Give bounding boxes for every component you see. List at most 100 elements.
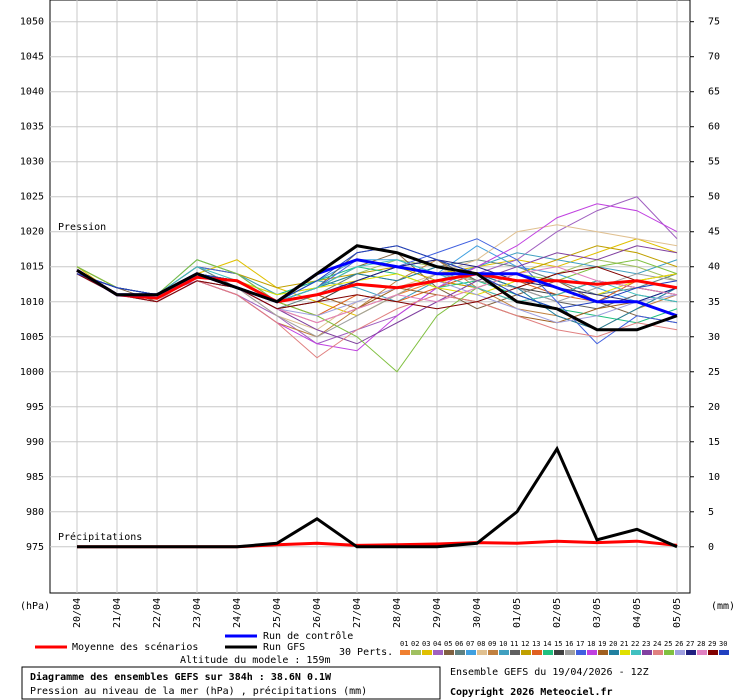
legend-label: 23	[642, 640, 650, 648]
legend-swatch	[466, 650, 476, 655]
legend-swatch	[675, 650, 685, 655]
legend-swatch	[686, 650, 696, 655]
legend-swatch	[565, 650, 575, 655]
legend-swatch	[719, 650, 729, 655]
legend-swatch	[411, 650, 421, 655]
legend-swatch	[499, 650, 509, 655]
chart-title: Diagramme des ensembles GEFS sur 384h : …	[30, 671, 332, 683]
x-tick-label: 22/04	[152, 598, 163, 628]
y-tick-label: 980	[26, 507, 44, 518]
run-info: Ensemble GEFS du 19/04/2026 - 12Z	[450, 667, 649, 678]
y2-tick-label: 35	[708, 297, 720, 308]
y2-label: Précipitations	[58, 531, 142, 543]
legend-swatch	[521, 650, 531, 655]
y2-tick-label: 45	[708, 227, 720, 238]
x-tick-label: 01/05	[512, 598, 523, 628]
x-tick-label: 30/04	[472, 598, 483, 628]
legend-swatch	[587, 650, 597, 655]
legend-label: 07	[466, 640, 474, 648]
y-unit: (hPa)	[20, 601, 50, 612]
legend-swatch	[455, 650, 465, 655]
y-tick-label: 1040	[20, 87, 44, 98]
y2-tick-label: 25	[708, 367, 720, 378]
y-tick-label: 1020	[20, 227, 44, 238]
y2-unit: (mm)	[711, 601, 735, 612]
y-tick-label: 1035	[20, 122, 44, 133]
legend-label: 22	[631, 640, 639, 648]
legend-label: 20	[609, 640, 617, 648]
y2-tick-label: 0	[708, 542, 714, 553]
x-tick-label: 02/05	[552, 598, 563, 628]
legend-swatch	[488, 650, 498, 655]
legend-swatch	[422, 650, 432, 655]
chart-subtitle: Pression au niveau de la mer (hPa) , pré…	[30, 685, 367, 697]
legend-swatch	[554, 650, 564, 655]
legend-label: 17	[576, 640, 584, 648]
x-tick-label: 05/05	[672, 598, 683, 628]
x-tick-label: 27/04	[352, 598, 363, 628]
legend-swatch	[653, 650, 663, 655]
legend-swatch	[697, 650, 707, 655]
y2-tick-label: 50	[708, 192, 720, 203]
legend-swatch	[609, 650, 619, 655]
y-label: Pression	[58, 222, 106, 233]
legend-swatch	[532, 650, 542, 655]
legend-swatch	[576, 650, 586, 655]
legend-swatch	[400, 650, 410, 655]
pressure-line	[76, 268, 678, 304]
legend-label: 21	[620, 640, 628, 648]
precip-line	[77, 445, 678, 549]
y2-tick-label: 60	[708, 122, 720, 133]
y2-tick-label: 65	[708, 87, 720, 98]
x-tick-label: 26/04	[312, 598, 323, 628]
legend-label: 04	[433, 640, 441, 648]
y2-tick-label: 40	[708, 262, 720, 273]
y-tick-label: 1000	[20, 367, 44, 378]
y-tick-label: 1015	[20, 262, 44, 273]
legend-swatch	[510, 650, 520, 655]
legend-label: 10	[499, 640, 507, 648]
legend-label: 06	[455, 640, 463, 648]
y2-tick-label: 10	[708, 472, 720, 483]
legend-label: 09	[488, 640, 496, 648]
legend-swatch	[631, 650, 641, 655]
legend-label: 03	[422, 640, 430, 648]
y2-tick-label: 15	[708, 437, 720, 448]
legend-label: 05	[444, 640, 452, 648]
y2-tick-label: 30	[708, 332, 720, 343]
legend-label: 25	[664, 640, 672, 648]
x-tick-label: 23/04	[192, 598, 203, 628]
copyright: Copyright 2026 Meteociel.fr	[450, 686, 613, 698]
y2-tick-label: 75	[708, 17, 720, 28]
legend-swatch	[433, 650, 443, 655]
y-tick-label: 1025	[20, 192, 44, 203]
legend-label: 02	[411, 640, 419, 648]
y-tick-label: 990	[26, 437, 44, 448]
title-box	[21, 666, 441, 700]
perts-label: 30 Perts.	[339, 647, 393, 658]
x-tick-label: 03/05	[592, 598, 603, 628]
y-tick-label: 1045	[20, 52, 44, 63]
legend-label: 18	[587, 640, 595, 648]
legend-swatch	[444, 650, 454, 655]
y-tick-label: 995	[26, 402, 44, 413]
legend-label: 19	[598, 640, 606, 648]
y2-tick-label: 70	[708, 52, 720, 63]
legend-label: Moyenne des scénarios	[72, 641, 198, 653]
pressure-line	[76, 244, 678, 332]
legend-swatch	[642, 650, 652, 655]
x-tick-label: 25/04	[272, 598, 283, 628]
y-tick-label: 975	[26, 542, 44, 553]
y-tick-label: 1050	[20, 17, 44, 28]
x-tick-label: 21/04	[112, 598, 123, 628]
legend-swatch	[620, 650, 630, 655]
y2-tick-label: 20	[708, 402, 720, 413]
y-tick-label: 985	[26, 472, 44, 483]
legend-label: 13	[532, 640, 540, 648]
x-tick-label: 24/04	[232, 598, 243, 628]
legend-swatch	[708, 650, 718, 655]
y2-tick-label: 55	[708, 157, 720, 168]
legend-label: 24	[653, 640, 661, 648]
legend-label: 30	[719, 640, 727, 648]
